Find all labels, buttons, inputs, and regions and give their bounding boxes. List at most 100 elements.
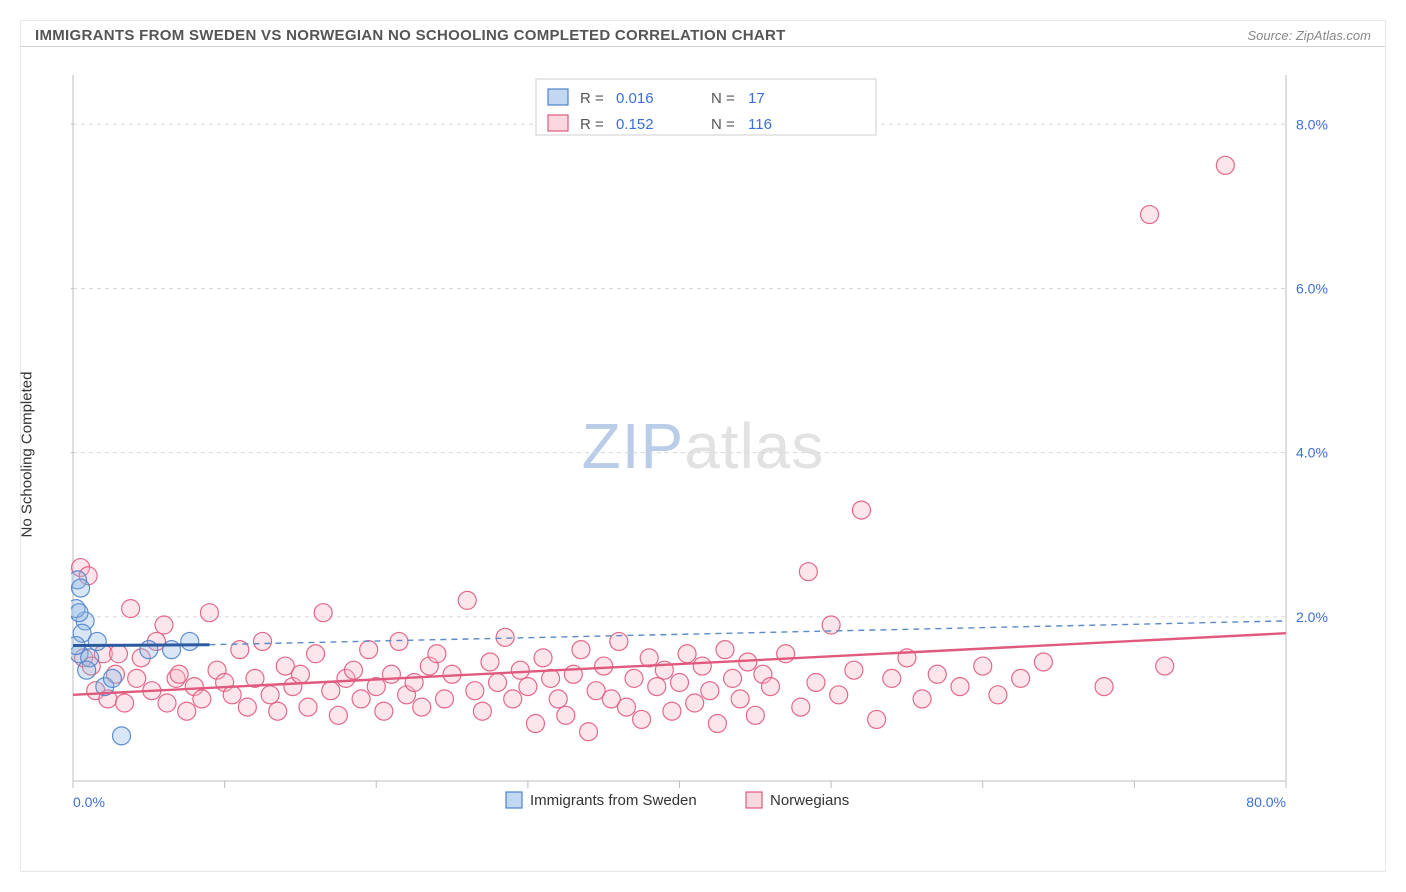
marker-norwegians — [701, 682, 719, 700]
marker-sweden — [140, 641, 158, 659]
marker-sweden — [71, 604, 88, 622]
marker-norwegians — [155, 616, 173, 634]
source-link[interactable]: ZipAtlas.com — [1296, 28, 1371, 43]
marker-norwegians — [170, 665, 188, 683]
marker-norwegians — [572, 641, 590, 659]
marker-norwegians — [345, 661, 363, 679]
chart-header: IMMIGRANTS FROM SWEDEN VS NORWEGIAN NO S… — [21, 21, 1385, 47]
marker-norwegians — [716, 641, 734, 659]
marker-norwegians — [526, 715, 544, 733]
chart-title: IMMIGRANTS FROM SWEDEN VS NORWEGIAN NO S… — [35, 27, 786, 44]
marker-sweden — [181, 632, 199, 650]
marker-norwegians — [1034, 653, 1052, 671]
marker-norwegians — [663, 702, 681, 720]
marker-norwegians — [852, 501, 870, 519]
marker-norwegians — [1156, 657, 1174, 675]
marker-norwegians — [466, 682, 484, 700]
marker-norwegians — [511, 661, 529, 679]
marker-norwegians — [254, 632, 272, 650]
marker-norwegians — [178, 702, 196, 720]
marker-norwegians — [291, 665, 309, 683]
legend-bottom-swatch-sweden — [506, 792, 522, 808]
marker-norwegians — [693, 657, 711, 675]
marker-norwegians — [534, 649, 552, 667]
marker-norwegians — [648, 678, 666, 696]
chart-container: IMMIGRANTS FROM SWEDEN VS NORWEGIAN NO S… — [20, 20, 1386, 872]
marker-norwegians — [122, 600, 140, 618]
marker-sweden — [163, 641, 181, 659]
marker-sweden — [113, 727, 131, 745]
legend-r-label: R = — [580, 116, 604, 133]
marker-norwegians — [868, 710, 886, 728]
marker-sweden — [72, 579, 90, 597]
marker-norwegians — [261, 686, 279, 704]
marker-norwegians — [413, 698, 431, 716]
legend-r-value: 0.016 — [616, 90, 654, 107]
y-tick-label: 8.0% — [1296, 116, 1328, 132]
legend-bottom-label-norwegians: Norwegians — [770, 792, 849, 809]
marker-norwegians — [1012, 669, 1030, 687]
marker-norwegians — [458, 591, 476, 609]
marker-norwegians — [951, 678, 969, 696]
marker-norwegians — [1095, 678, 1113, 696]
marker-norwegians — [989, 686, 1007, 704]
x-tick-label: 0.0% — [73, 794, 105, 810]
marker-norwegians — [269, 702, 287, 720]
legend-bottom-swatch-norwegians — [746, 792, 762, 808]
legend-n-value: 17 — [748, 90, 765, 107]
marker-norwegians — [830, 686, 848, 704]
regression-sweden — [73, 645, 209, 646]
marker-norwegians — [928, 665, 946, 683]
marker-sweden — [78, 661, 96, 679]
source-attribution: Source: ZipAtlas.com — [1247, 28, 1371, 43]
marker-norwegians — [913, 690, 931, 708]
marker-norwegians — [128, 669, 146, 687]
marker-norwegians — [360, 641, 378, 659]
marker-norwegians — [792, 698, 810, 716]
marker-norwegians — [109, 645, 127, 663]
legend-bottom-label-sweden: Immigrants from Sweden — [530, 792, 697, 809]
marker-norwegians — [116, 694, 134, 712]
marker-norwegians — [1216, 156, 1234, 174]
marker-norwegians — [724, 669, 742, 687]
marker-norwegians — [352, 690, 370, 708]
marker-norwegians — [519, 678, 537, 696]
marker-norwegians — [238, 698, 256, 716]
marker-norwegians — [193, 690, 211, 708]
marker-sweden — [103, 669, 121, 687]
marker-norwegians — [504, 690, 522, 708]
marker-norwegians — [549, 690, 567, 708]
marker-norwegians — [481, 653, 499, 671]
y-tick-label: 2.0% — [1296, 609, 1328, 625]
legend-n-label: N = — [711, 116, 735, 133]
marker-norwegians — [708, 715, 726, 733]
marker-norwegians — [489, 673, 507, 691]
marker-norwegians — [307, 645, 325, 663]
x-tick-label: 80.0% — [1246, 794, 1286, 810]
marker-norwegians — [617, 698, 635, 716]
y-tick-label: 4.0% — [1296, 445, 1328, 461]
plot-area: 0.0% 80.0% 2.0% 4.0% 6.0% 8.0% R = 0.016 N = 17… — [71, 61, 1341, 821]
marker-norwegians — [625, 669, 643, 687]
marker-norwegians — [761, 678, 779, 696]
marker-norwegians — [375, 702, 393, 720]
marker-norwegians — [633, 710, 651, 728]
marker-norwegians — [322, 682, 340, 700]
marker-norwegians — [542, 669, 560, 687]
legend-n-label: N = — [711, 90, 735, 107]
marker-norwegians — [686, 694, 704, 712]
source-prefix: Source: — [1247, 28, 1295, 43]
marker-norwegians — [329, 706, 347, 724]
marker-norwegians — [557, 706, 575, 724]
marker-norwegians — [428, 645, 446, 663]
marker-norwegians — [382, 665, 400, 683]
legend-n-value: 116 — [748, 116, 772, 133]
marker-norwegians — [314, 604, 332, 622]
y-tick-label: 6.0% — [1296, 280, 1328, 296]
marker-norwegians — [158, 694, 176, 712]
marker-norwegians — [595, 657, 613, 675]
legend-r-label: R = — [580, 90, 604, 107]
marker-norwegians — [731, 690, 749, 708]
marker-norwegians — [223, 686, 241, 704]
marker-norwegians — [845, 661, 863, 679]
